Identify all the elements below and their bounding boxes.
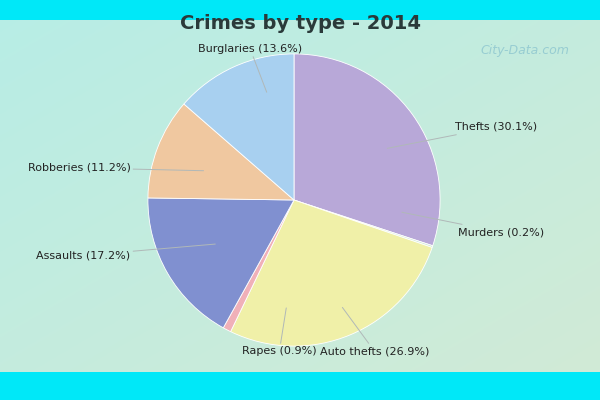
Text: Robberies (11.2%): Robberies (11.2%) bbox=[28, 163, 203, 173]
Wedge shape bbox=[294, 200, 433, 248]
Text: Thefts (30.1%): Thefts (30.1%) bbox=[388, 122, 537, 148]
Wedge shape bbox=[230, 200, 432, 346]
Wedge shape bbox=[223, 200, 294, 332]
Text: Murders (0.2%): Murders (0.2%) bbox=[402, 212, 544, 237]
Wedge shape bbox=[148, 104, 294, 200]
Text: Burglaries (13.6%): Burglaries (13.6%) bbox=[198, 44, 302, 92]
Wedge shape bbox=[184, 54, 294, 200]
Text: Auto thefts (26.9%): Auto thefts (26.9%) bbox=[320, 308, 429, 356]
Wedge shape bbox=[148, 198, 294, 328]
Text: Crimes by type - 2014: Crimes by type - 2014 bbox=[179, 14, 421, 33]
Text: Assaults (17.2%): Assaults (17.2%) bbox=[36, 244, 215, 260]
Text: City-Data.com: City-Data.com bbox=[480, 44, 569, 57]
Wedge shape bbox=[294, 54, 440, 246]
Text: Rapes (0.9%): Rapes (0.9%) bbox=[242, 308, 317, 356]
